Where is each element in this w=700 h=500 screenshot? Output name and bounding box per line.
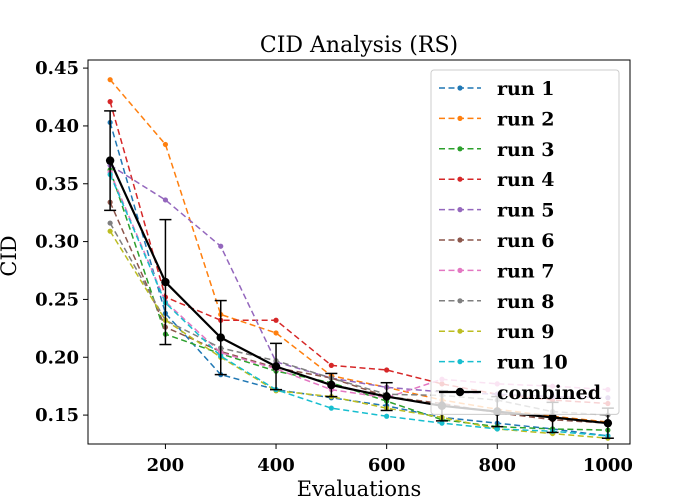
- legend-label: run 5: [497, 200, 554, 222]
- legend-label: run 2: [497, 108, 554, 130]
- plot-frame: [87, 59, 631, 445]
- chart-title: CID Analysis (RS): [260, 33, 458, 58]
- data-point: [162, 141, 169, 148]
- series-line: [109, 169, 608, 431]
- legend-box: [430, 69, 620, 415]
- legend-swatch-marker: [457, 237, 463, 243]
- data-point: [107, 99, 113, 105]
- data-point: [439, 420, 445, 426]
- legend-swatch-marker: [457, 85, 463, 91]
- x-tick-label: 1000: [583, 455, 633, 476]
- legend-swatch-marker: [455, 387, 465, 397]
- legend-item: run 2: [439, 108, 554, 130]
- legend-label: run 10: [497, 352, 568, 374]
- data-point: [384, 413, 390, 419]
- legend-swatch-marker: [457, 207, 463, 213]
- legend-item: run 6: [439, 230, 554, 252]
- data-point: [273, 330, 279, 336]
- data-point: [273, 317, 279, 323]
- legend-label: run 6: [497, 230, 554, 252]
- legend-label: run 7: [497, 260, 554, 282]
- x-axis-ticks: 200 400 600 800 1000: [147, 444, 633, 476]
- y-tick-label: 0.40: [35, 116, 79, 137]
- series-line: [109, 230, 608, 439]
- x-tick-label: 600: [368, 455, 406, 476]
- legend-swatch-marker: [457, 146, 463, 152]
- x-tick-label: 400: [257, 455, 295, 476]
- legend-label: combined: [497, 382, 601, 404]
- legend-item: run 10: [439, 352, 568, 374]
- legend-item: combined: [439, 382, 601, 404]
- y-tick-label: 0.30: [35, 232, 79, 253]
- x-tick-label: 200: [147, 455, 185, 476]
- legend-item: run 3: [439, 139, 554, 161]
- data-point: [105, 156, 115, 165]
- legend-swatch-marker: [457, 176, 463, 182]
- data-point: [328, 405, 334, 411]
- data-point: [328, 362, 334, 368]
- x-axis-label: Evaluations: [297, 477, 422, 500]
- legend-item: run 9: [439, 321, 554, 343]
- legend-swatch-marker: [457, 298, 463, 304]
- y-tick-label: 0.20: [35, 347, 79, 368]
- y-tick-label: 0.35: [35, 174, 79, 195]
- data-point: [327, 380, 336, 390]
- legend-label: run 8: [497, 291, 554, 313]
- legend-item: run 7: [439, 260, 554, 282]
- x-tick-label: 800: [478, 455, 516, 476]
- data-point: [107, 228, 113, 234]
- y-axis-label: CID: [0, 235, 21, 276]
- data-point: [161, 277, 170, 287]
- legend-label: run 4: [497, 169, 554, 191]
- legend-item: run 8: [439, 291, 554, 313]
- data-point: [384, 367, 390, 373]
- data-point: [107, 220, 113, 226]
- data-point: [218, 243, 224, 249]
- legend-swatch-marker: [457, 267, 463, 273]
- data-point: [216, 333, 225, 342]
- legend-swatch-marker: [457, 359, 463, 365]
- legend-item: run 1: [439, 78, 554, 100]
- legend-label: run 1: [497, 78, 554, 100]
- legend: run 1 run 2 run 3 run 4 run 5 run 6 run 7 run 8…: [430, 69, 620, 415]
- data-point: [548, 413, 557, 422]
- data-point: [603, 418, 613, 428]
- y-axis-ticks: 0.15 0.20 0.25 0.30 0.35 0.40 0.45: [35, 58, 88, 426]
- legend-swatch-marker: [457, 328, 463, 334]
- legend-item: run 5: [439, 200, 554, 222]
- y-tick-label: 0.45: [35, 58, 79, 79]
- legend-swatch-marker: [457, 115, 463, 121]
- legend-label: run 9: [497, 321, 554, 343]
- series-line: [109, 174, 608, 437]
- legend-label: run 3: [497, 139, 554, 161]
- y-tick-label: 0.15: [35, 405, 79, 426]
- data-point: [162, 197, 169, 203]
- data-point: [107, 77, 113, 83]
- data-point: [271, 362, 281, 371]
- data-point: [494, 426, 500, 432]
- y-tick-label: 0.25: [35, 289, 79, 310]
- data-point: [382, 392, 391, 401]
- legend-item: run 4: [439, 169, 554, 191]
